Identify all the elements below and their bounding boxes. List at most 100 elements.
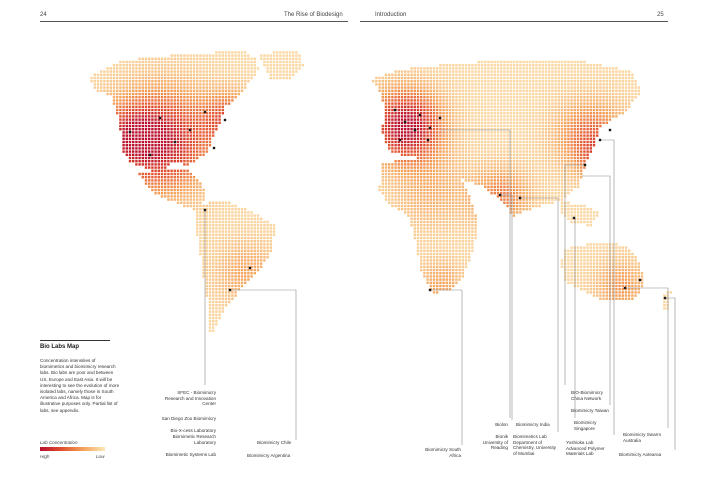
density-dot	[407, 140, 410, 144]
density-dot	[506, 64, 509, 67]
density-dot	[548, 198, 551, 201]
density-dot	[218, 121, 221, 124]
density-dot	[410, 172, 413, 176]
density-dot	[391, 179, 394, 182]
density-dot	[487, 108, 490, 112]
density-dot	[624, 80, 628, 83]
density-dot	[125, 99, 128, 102]
density-dot	[468, 134, 471, 137]
density-dot	[612, 96, 615, 99]
density-dot	[157, 134, 160, 137]
density-dot	[221, 201, 224, 204]
density-dot	[189, 201, 192, 204]
density-dot	[439, 121, 442, 124]
density-dot	[199, 214, 202, 217]
density-dot	[506, 70, 509, 73]
density-dot	[455, 204, 458, 208]
density-dot	[132, 105, 135, 108]
density-dot	[458, 182, 461, 185]
density-dot	[384, 172, 388, 176]
density-dot	[244, 83, 247, 86]
density-dot	[125, 131, 128, 134]
density-dot	[612, 102, 615, 105]
density-dot	[128, 102, 132, 105]
density-dot	[464, 147, 468, 150]
density-dot	[192, 115, 196, 118]
density-dot	[458, 121, 461, 124]
density-dot	[288, 73, 292, 76]
density-dot	[468, 169, 471, 172]
density-dot	[448, 227, 452, 230]
density-dot	[429, 99, 432, 102]
density-dot	[576, 73, 580, 76]
density-dot	[276, 57, 279, 60]
density-dot	[394, 112, 397, 115]
density-dot	[599, 92, 602, 96]
density-dot	[541, 121, 544, 124]
density-dot	[509, 172, 512, 176]
density-dot	[448, 169, 452, 172]
density-dot	[170, 124, 173, 128]
density-dot	[391, 163, 394, 166]
density-dot	[416, 208, 420, 211]
density-dot	[458, 208, 461, 211]
density-dot	[221, 220, 224, 224]
density-dot	[183, 195, 186, 198]
density-dot	[480, 83, 484, 86]
density-dot	[452, 83, 455, 86]
density-dot	[122, 124, 125, 128]
density-dot	[605, 102, 608, 105]
density-dot	[180, 121, 183, 124]
density-dot	[189, 198, 192, 201]
density-dot	[445, 92, 448, 96]
density-dot	[192, 57, 196, 60]
density-dot	[445, 195, 448, 198]
density-dot	[551, 185, 554, 188]
density-dot	[554, 156, 557, 160]
density-dot	[455, 214, 458, 217]
density-dot	[448, 96, 452, 99]
density-dot	[148, 160, 151, 163]
density-dot	[528, 166, 532, 169]
density-dot	[173, 86, 176, 89]
density-dot	[487, 163, 490, 166]
density-dot	[391, 176, 394, 179]
density-dot	[557, 163, 560, 166]
density-dot	[576, 208, 580, 211]
density-dot	[116, 108, 119, 112]
density-dot	[205, 230, 208, 233]
density-dot	[535, 192, 538, 195]
density-dot	[420, 208, 423, 211]
density-dot	[554, 185, 557, 188]
density-dot	[592, 211, 596, 214]
density-dot	[477, 105, 480, 108]
density-dot	[426, 86, 429, 89]
density-dot	[599, 124, 602, 128]
density-dot	[439, 64, 442, 67]
density-dot	[445, 214, 448, 217]
density-dot	[212, 112, 215, 115]
density-dot	[189, 204, 192, 208]
density-dot	[468, 176, 471, 179]
density-dot	[388, 140, 391, 144]
density-dot	[541, 185, 544, 188]
density-dot	[477, 153, 480, 156]
density-dot	[532, 60, 535, 64]
density-dot	[192, 102, 196, 105]
density-dot	[176, 160, 180, 163]
density-dot	[148, 96, 151, 99]
density-dot	[381, 192, 384, 195]
density-dot	[132, 137, 135, 140]
density-dot	[423, 147, 426, 150]
density-dot	[144, 128, 148, 131]
density-dot	[394, 86, 397, 89]
density-dot	[170, 134, 173, 137]
density-dot	[464, 67, 468, 70]
density-dot	[157, 128, 160, 131]
density-dot	[413, 108, 416, 112]
density-dot	[148, 67, 151, 70]
density-dot	[564, 134, 567, 137]
density-dot	[535, 86, 538, 89]
density-dot	[474, 153, 477, 156]
density-dot	[196, 147, 199, 150]
